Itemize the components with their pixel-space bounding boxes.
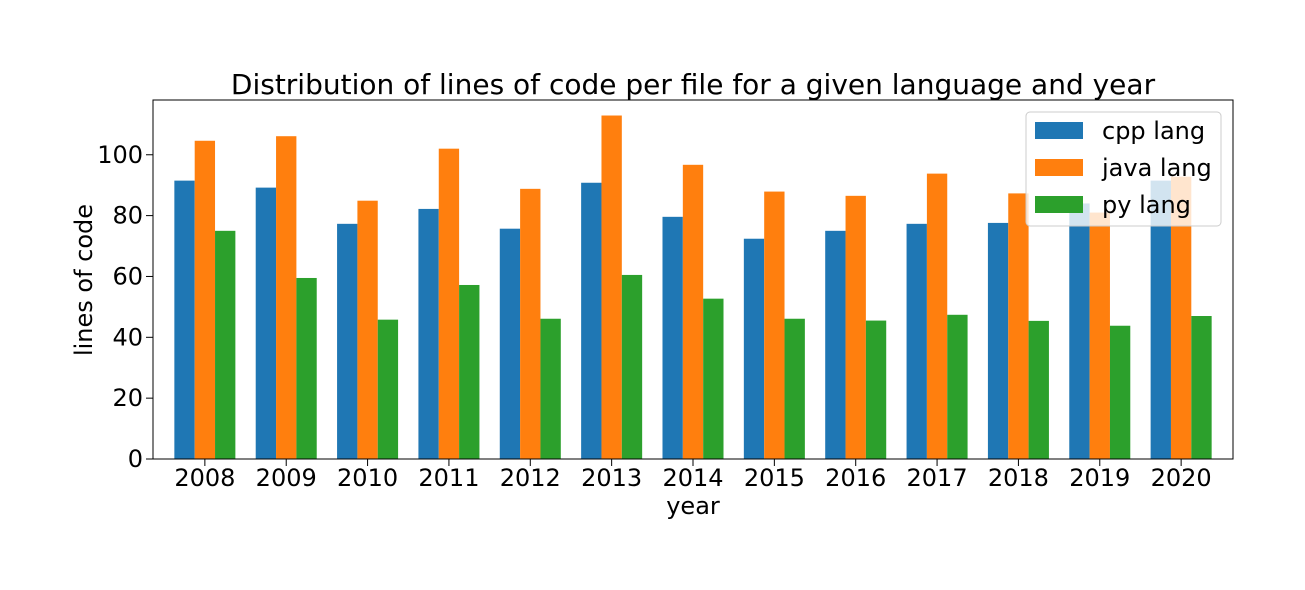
bar-py-lang-2018 bbox=[1028, 320, 1049, 459]
x-tick-label: 2014 bbox=[662, 464, 723, 492]
bar-java-lang-2017 bbox=[926, 173, 948, 459]
y-tick-label: 0 bbox=[128, 445, 143, 473]
y-axis-label: lines of code bbox=[70, 204, 98, 356]
bar-cpp-lang-2018 bbox=[987, 222, 1009, 459]
x-tick-label: 2010 bbox=[337, 464, 398, 492]
bar-cpp-lang-2011 bbox=[418, 208, 439, 459]
bar-java-lang-2009 bbox=[276, 136, 297, 460]
legend: cpp lang java lang py lang bbox=[1025, 111, 1222, 227]
bar-py-lang-2009 bbox=[296, 277, 317, 459]
chart-title: Distribution of lines of code per file f… bbox=[231, 68, 1156, 101]
bar-py-lang-2016 bbox=[865, 320, 887, 459]
bar-cpp-lang-2016 bbox=[825, 230, 846, 459]
x-tick-label: 2019 bbox=[1069, 464, 1130, 492]
y-tick-label: 80 bbox=[112, 202, 143, 230]
x-axis-ticks: 2008 2009 2010 2011 2012 2013 2014 2015 2016 2017… bbox=[174, 459, 1212, 492]
bars-group bbox=[174, 115, 1212, 460]
x-tick-label: 2011 bbox=[418, 464, 479, 492]
bar-cpp-lang-2010 bbox=[337, 223, 358, 459]
bar-cpp-lang-2013 bbox=[581, 182, 602, 459]
bar-java-lang-2018 bbox=[1008, 193, 1029, 459]
legend-swatch-cpp-lang bbox=[1035, 122, 1083, 139]
bar-java-lang-2010 bbox=[357, 200, 378, 459]
legend-swatch-java-lang bbox=[1035, 159, 1083, 176]
x-tick-label: 2016 bbox=[825, 464, 886, 492]
bar-py-lang-2017 bbox=[947, 314, 968, 459]
bar-py-lang-2020 bbox=[1191, 316, 1212, 459]
bar-java-lang-2019 bbox=[1089, 212, 1110, 459]
bar-java-lang-2015 bbox=[764, 191, 785, 459]
x-tick-label: 2012 bbox=[500, 464, 561, 492]
x-tick-label: 2015 bbox=[744, 464, 805, 492]
bar-py-lang-2015 bbox=[784, 318, 805, 459]
bar-cpp-lang-2014 bbox=[662, 216, 683, 459]
bar-java-lang-2012 bbox=[520, 188, 541, 460]
bar-cpp-lang-2008 bbox=[174, 180, 195, 460]
bar-cpp-lang-2012 bbox=[499, 228, 521, 459]
bar-py-lang-2010 bbox=[377, 319, 399, 459]
x-tick-label: 2018 bbox=[988, 464, 1049, 492]
y-axis-ticks: 0 20 40 60 80 100 bbox=[97, 141, 153, 473]
bar-cpp-lang-2019 bbox=[1069, 203, 1090, 459]
y-tick-label: 100 bbox=[97, 141, 143, 169]
legend-label-java-lang: java lang bbox=[1101, 154, 1212, 182]
bar-java-lang-2013 bbox=[601, 115, 622, 459]
bar-java-lang-2008 bbox=[194, 140, 216, 459]
bar-cpp-lang-2009 bbox=[255, 187, 277, 459]
x-axis-label: year bbox=[666, 492, 720, 520]
y-tick-label: 60 bbox=[112, 262, 143, 290]
y-tick-label: 20 bbox=[112, 384, 143, 412]
bar-py-lang-2011 bbox=[459, 284, 480, 459]
bar-java-lang-2020 bbox=[1170, 176, 1192, 460]
legend-label-py-lang: py lang bbox=[1102, 191, 1191, 219]
bar-cpp-lang-2015 bbox=[743, 238, 765, 459]
x-tick-label: 2009 bbox=[256, 464, 317, 492]
x-tick-label: 2020 bbox=[1151, 464, 1212, 492]
bar-java-lang-2014 bbox=[682, 164, 704, 459]
legend-swatch-py-lang bbox=[1035, 196, 1083, 213]
bar-py-lang-2012 bbox=[540, 318, 561, 459]
bar-cpp-lang-2017 bbox=[906, 223, 927, 459]
bar-java-lang-2016 bbox=[845, 195, 866, 459]
x-tick-label: 2013 bbox=[581, 464, 642, 492]
bar-cpp-lang-2020 bbox=[1150, 180, 1171, 460]
y-tick-label: 40 bbox=[112, 323, 143, 351]
x-tick-label: 2017 bbox=[907, 464, 968, 492]
bar-java-lang-2011 bbox=[438, 148, 460, 459]
bar-py-lang-2008 bbox=[215, 230, 236, 459]
bar-py-lang-2013 bbox=[621, 274, 643, 459]
x-tick-label: 2008 bbox=[174, 464, 235, 492]
legend-label-cpp-lang: cpp lang bbox=[1102, 117, 1205, 145]
bar-py-lang-2019 bbox=[1109, 325, 1131, 459]
bar-py-lang-2014 bbox=[703, 298, 724, 459]
